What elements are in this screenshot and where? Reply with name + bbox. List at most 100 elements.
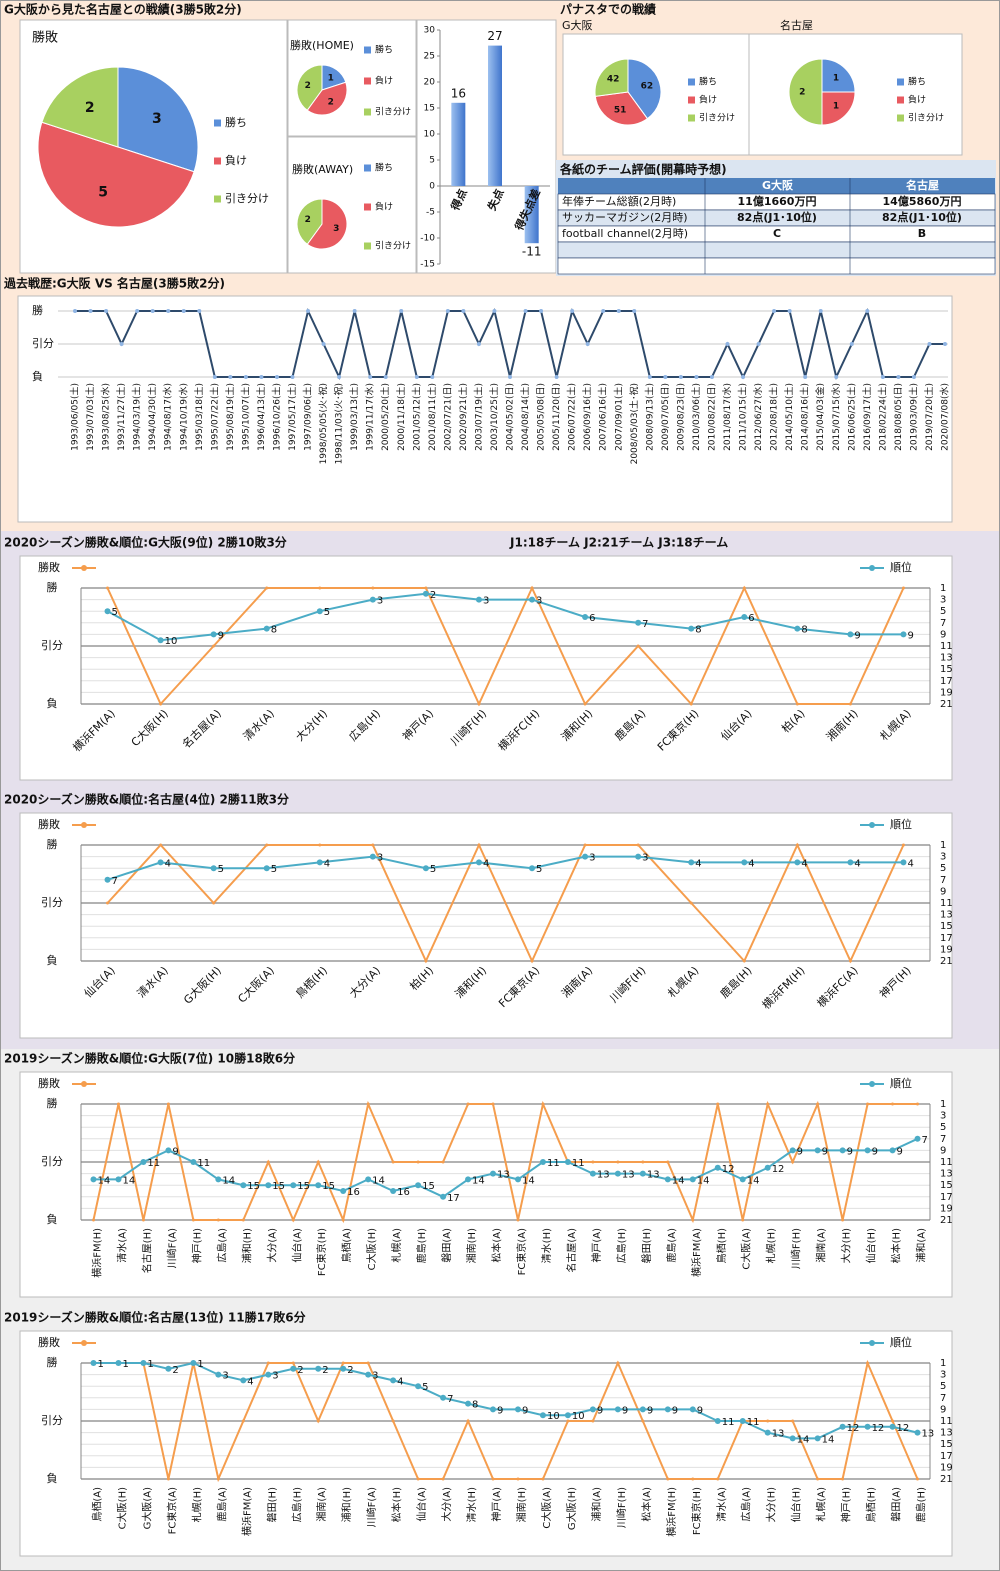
marker	[140, 1360, 147, 1366]
marker	[197, 309, 202, 313]
marker	[739, 1418, 746, 1424]
x-tick-label: 大分(H)	[765, 1487, 778, 1522]
legend-swatch	[897, 114, 904, 122]
data-label: 5	[98, 185, 108, 201]
y-tick-label: 30	[424, 26, 436, 36]
data-label: 3	[377, 596, 383, 607]
marker	[636, 644, 640, 648]
y-tick-label: 25	[424, 52, 435, 62]
legend-swatch	[688, 114, 695, 122]
y2-tick-label: 5	[940, 1122, 946, 1133]
x-tick-label: G大阪(A)	[140, 1487, 153, 1529]
marker	[641, 1419, 645, 1423]
marker	[445, 309, 450, 313]
data-label: 3	[152, 111, 162, 127]
data-label: 3	[483, 596, 489, 607]
table-cell: B	[918, 227, 926, 240]
legend-swatch	[688, 78, 695, 86]
marker	[896, 375, 901, 379]
table-cell: C	[773, 227, 781, 240]
x-tick-label: 2005/11/20(日)	[551, 383, 562, 451]
marker	[216, 1477, 220, 1481]
chart-title: 2019シーズン勝敗&順位:名古屋(13位) 11勝17敗6分	[4, 1310, 306, 1325]
y2-tick-label: 19	[940, 687, 953, 698]
marker	[795, 843, 799, 847]
marker	[766, 1102, 770, 1106]
x-tick-label: 湘南(A)	[315, 1487, 328, 1522]
marker	[803, 375, 808, 379]
data-label: 15	[247, 1181, 260, 1192]
table-row	[557, 257, 996, 275]
pie-slice	[41, 66, 119, 148]
marker	[190, 1159, 197, 1165]
x-tick-label: 2016/09/17(土)	[861, 383, 873, 451]
y2-tick-label: 7	[940, 1393, 946, 1404]
marker	[614, 1406, 621, 1413]
marker	[340, 1365, 347, 1372]
marker	[709, 375, 714, 379]
y2-tick-label: 9	[940, 629, 946, 640]
data-label: 17	[447, 1193, 460, 1204]
marker	[616, 1361, 620, 1365]
legend-swatch	[897, 78, 904, 86]
x-tick-label: 湘南(A)	[815, 1228, 828, 1263]
legend-label: 勝ち	[225, 115, 247, 129]
x-tick-label: 大分(A)	[265, 1228, 278, 1263]
marker	[916, 1477, 920, 1481]
data-label: 62	[641, 81, 654, 91]
data-label: 8	[695, 625, 701, 636]
marker	[181, 309, 186, 313]
marker	[265, 1182, 272, 1189]
marker	[424, 586, 428, 590]
x-tick-label: 札幌(A)	[815, 1487, 828, 1522]
y2-tick-label: 1	[940, 583, 946, 594]
marker	[340, 1188, 347, 1194]
marker	[104, 309, 109, 313]
y-tick-label: 引分	[41, 895, 63, 909]
marker	[889, 1423, 896, 1430]
data-label: 9	[847, 1146, 853, 1157]
marker	[834, 375, 839, 379]
legend-marker	[869, 565, 875, 571]
legend-label: 勝敗	[38, 1335, 60, 1349]
x-tick-label: 鹿島(H)	[415, 1228, 428, 1263]
marker	[415, 1383, 422, 1390]
legend-label: 負け	[225, 154, 247, 167]
x-tick-label: 川崎F(H)	[615, 1487, 628, 1528]
marker	[306, 309, 311, 313]
chart-title: 2020シーズン勝敗&順位:G大阪(9位) 2勝10敗3分	[4, 535, 287, 550]
data-label: 9	[822, 1146, 828, 1157]
legend-swatch	[214, 195, 221, 203]
marker	[741, 375, 746, 379]
marker	[466, 1419, 470, 1423]
marker	[352, 309, 357, 313]
x-tick-label: 磐田(H)	[640, 1228, 653, 1263]
data-label: 10	[572, 1411, 585, 1422]
pie-slice	[296, 198, 323, 245]
y-tick-label: 負	[47, 954, 58, 967]
marker	[689, 702, 693, 706]
x-tick-label: 浦和(H)	[340, 1487, 353, 1522]
x-tick-label: 仙台(H)	[865, 1228, 878, 1263]
x-tick-label: 1996/10/26(土)	[270, 383, 282, 451]
data-label: 2	[799, 88, 805, 98]
marker	[369, 853, 376, 860]
marker	[290, 1182, 297, 1189]
x-tick-label: FC東京(H)	[315, 1228, 328, 1276]
marker	[366, 1102, 370, 1106]
x-tick-label: 1994/08/17(水)	[162, 383, 174, 451]
data-label: 4	[483, 858, 489, 869]
y2-tick-label: 21	[940, 1474, 953, 1485]
x-tick-label: FC東京(A)	[515, 1228, 528, 1275]
y2-tick-label: 11	[940, 1416, 953, 1427]
x-tick-label: 鳥栖(A)	[340, 1228, 353, 1263]
marker	[391, 1160, 395, 1164]
marker	[716, 1102, 720, 1106]
data-label: 3	[333, 224, 339, 234]
marker	[582, 853, 589, 860]
x-tick-label: 鳥栖(H)	[865, 1487, 878, 1522]
marker	[741, 614, 748, 620]
x-tick-label: 2009/07/05(日)	[660, 383, 671, 451]
y-tick-label: -5	[426, 208, 435, 218]
marker	[476, 342, 481, 346]
